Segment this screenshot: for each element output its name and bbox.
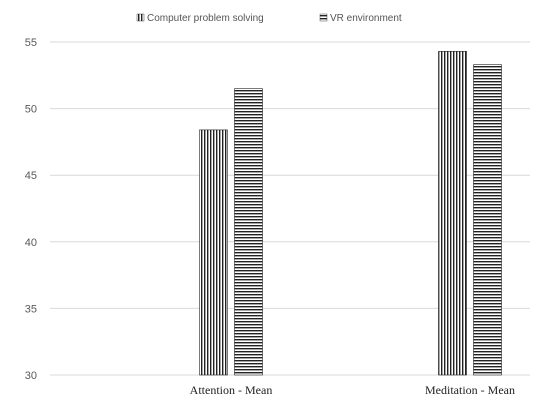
bar-vr-environment-meditation bbox=[473, 64, 502, 376]
legend-swatch bbox=[136, 13, 145, 22]
x-category-label: Attention - Mean bbox=[190, 383, 273, 397]
legend: Computer problem solving VR environment bbox=[136, 13, 402, 24]
y-tick-label: 45 bbox=[25, 170, 37, 182]
y-tick-label: 30 bbox=[25, 370, 37, 382]
bars bbox=[199, 51, 502, 376]
y-tick-label: 40 bbox=[25, 237, 37, 249]
x-category-label: Meditation - Mean bbox=[425, 383, 515, 397]
bar-computer-problem-solving-meditation bbox=[438, 51, 467, 376]
y-axis-tick-labels: 30 35 40 45 50 55 bbox=[25, 37, 37, 382]
legend-swatch bbox=[319, 13, 328, 22]
legend-label: Computer problem solving bbox=[147, 13, 264, 24]
y-tick-label: 55 bbox=[25, 37, 37, 49]
bar-computer-problem-solving-attention bbox=[199, 129, 228, 376]
bar-vr-environment-attention bbox=[234, 88, 263, 376]
y-tick-label: 35 bbox=[25, 303, 37, 315]
legend-label: VR environment bbox=[330, 13, 402, 24]
x-axis-category-labels: Attention - Mean Meditation - Mean bbox=[190, 383, 515, 397]
y-tick-label: 50 bbox=[25, 104, 37, 116]
